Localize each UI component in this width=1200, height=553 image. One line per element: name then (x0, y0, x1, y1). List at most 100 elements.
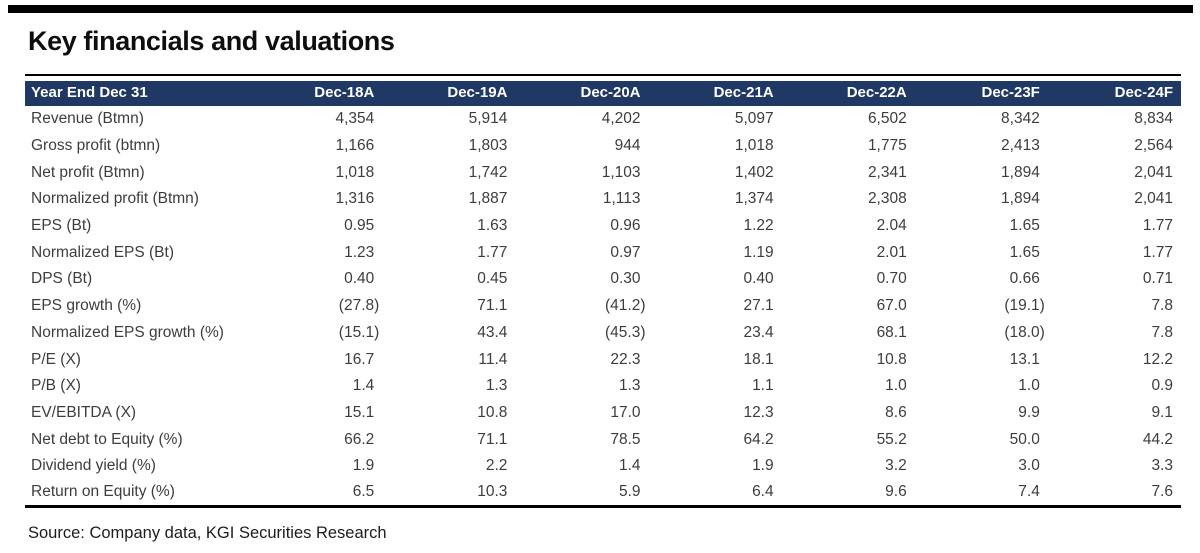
row-value: 44.2 (1142, 430, 1173, 448)
row-value: 6.4 (752, 483, 774, 501)
table-row: Gross profit (btmn) 1,166 1,803 944 1,018 1,7… (25, 133, 1181, 160)
table-row: Revenue (Btmn) 4,354 5,914 4,202 5,097 6,502 8… (25, 106, 1181, 133)
row-value: 1,316 (335, 190, 375, 208)
row-value: 1,742 (468, 163, 508, 181)
financials-table-container: Year End Dec 31 Dec-18A Dec-19A Dec-20A Dec-… (25, 74, 1181, 508)
row-value: 7.8 (1151, 297, 1173, 315)
table-row: EV/EBITDA (X) 15.1 10.8 17.0 12.3 8.6 9.9 9.1 (25, 400, 1181, 427)
table-row: Return on Equity (%) 6.5 10.3 5.9 6.4 9.6 7.4 7… (25, 480, 1181, 507)
row-value: 2,308 (867, 190, 907, 208)
row-value: 1.23 (344, 243, 375, 261)
row-value: 18.1 (743, 350, 774, 368)
row-value: 0.45 (477, 270, 508, 288)
row-value: 1.63 (477, 217, 508, 235)
table-header-row: Year End Dec 31 Dec-18A Dec-19A Dec-20A Dec-… (25, 81, 1181, 106)
row-value: 1.9 (752, 457, 774, 475)
row-value: 50.0 (1009, 430, 1040, 448)
row-value: 8,834 (1134, 110, 1173, 128)
header-cell-dec-20a: Dec-20A (515, 81, 649, 106)
row-value: 6,502 (867, 110, 907, 128)
header-cell-dec-19a: Dec-19A (382, 81, 516, 106)
row-value: 1.77 (1142, 217, 1173, 235)
table-row: Normalized EPS (Bt) 1.23 1.77 0.97 1.19 2.01 1… (25, 239, 1181, 266)
row-value: 68.1 (876, 323, 907, 341)
row-value: 2.01 (876, 243, 907, 261)
top-divider-bar (8, 5, 1193, 13)
row-value: 0.40 (344, 270, 375, 288)
row-value: 9.1 (1151, 403, 1173, 421)
row-value: 1.0 (885, 377, 907, 395)
row-value: 2,041 (1134, 163, 1173, 181)
row-value: 0.71 (1142, 270, 1173, 288)
row-value: 7.6 (1151, 483, 1173, 501)
row-value: 0.95 (344, 217, 375, 235)
row-value: (27.8) (338, 297, 380, 315)
row-value: 0.96 (610, 217, 641, 235)
row-value: 2,413 (1001, 137, 1040, 155)
row-value: 1.1 (752, 377, 774, 395)
row-label: Return on Equity (%) (31, 483, 175, 501)
row-value: 1.65 (1009, 217, 1040, 235)
row-label: Revenue (Btmn) (31, 110, 144, 128)
row-value: 1.4 (618, 457, 641, 475)
row-label: EPS growth (%) (31, 297, 142, 315)
row-value: 1,374 (734, 190, 774, 208)
row-value: 0.40 (743, 270, 774, 288)
row-value: 5,914 (468, 110, 508, 128)
row-value: 67.0 (876, 297, 907, 315)
row-value: 1.19 (743, 243, 774, 261)
row-value: 1,887 (468, 190, 508, 208)
row-value: 43.4 (477, 323, 508, 341)
row-value: 22.3 (610, 350, 641, 368)
row-value: 3.0 (1018, 457, 1040, 475)
row-value: 1,103 (601, 163, 641, 181)
row-value: 0.97 (610, 243, 641, 261)
row-label: Normalized profit (Btmn) (31, 190, 199, 208)
row-value: 4,354 (335, 110, 375, 128)
row-value: 2.04 (876, 217, 907, 235)
row-value: 10.3 (477, 483, 508, 501)
row-value: (19.1) (1004, 297, 1045, 315)
header-cell-dec-24f: Dec-24F (1047, 81, 1181, 106)
row-value: 10.8 (876, 350, 907, 368)
row-label: EPS (Bt) (31, 217, 92, 235)
row-value: 17.0 (610, 403, 641, 421)
row-value: 71.1 (477, 297, 508, 315)
row-value: 78.5 (610, 430, 641, 448)
row-label: DPS (Bt) (31, 270, 93, 288)
row-value: 15.1 (344, 403, 375, 421)
table-row: DPS (Bt) 0.40 0.45 0.30 0.40 0.70 0.66 0.71 (25, 266, 1181, 293)
header-cell-dec-18a: Dec-18A (249, 81, 383, 106)
row-value: (41.2) (605, 297, 646, 315)
row-value: 10.8 (477, 403, 508, 421)
row-value: 64.2 (743, 430, 774, 448)
row-value: (15.1) (338, 323, 380, 341)
page-title: Key financials and valuations (28, 26, 395, 56)
row-value: 1.77 (1142, 243, 1173, 261)
header-cell-year-end: Year End Dec 31 (25, 81, 250, 106)
row-value: 6.5 (352, 483, 375, 501)
row-value: 944 (614, 137, 641, 155)
source-note: Source: Company data, KGI Securities Res… (28, 524, 387, 542)
row-value: 0.70 (876, 270, 907, 288)
row-value: 1,402 (734, 163, 774, 181)
row-value: 1.4 (352, 377, 375, 395)
row-value: 13.1 (1009, 350, 1040, 368)
row-value: 7.8 (1151, 323, 1173, 341)
header-cell-dec-23f: Dec-23F (914, 81, 1048, 106)
row-value: 12.2 (1142, 350, 1173, 368)
header-cell-dec-21a: Dec-21A (648, 81, 782, 106)
table-row: Net debt to Equity (%) 66.2 71.1 78.5 64.2 55… (25, 426, 1181, 453)
row-value: 1.22 (743, 217, 774, 235)
row-value: 2,041 (1134, 190, 1173, 208)
row-value: 66.2 (344, 430, 375, 448)
row-label: P/B (X) (31, 377, 81, 395)
row-value: 0.30 (610, 270, 641, 288)
row-value: 7.4 (1018, 483, 1040, 501)
header-cell-dec-22a: Dec-22A (781, 81, 915, 106)
row-value: 1,018 (734, 137, 774, 155)
row-value: 0.66 (1009, 270, 1040, 288)
row-label: Dividend yield (%) (31, 457, 156, 475)
row-value: 2,341 (867, 163, 907, 181)
